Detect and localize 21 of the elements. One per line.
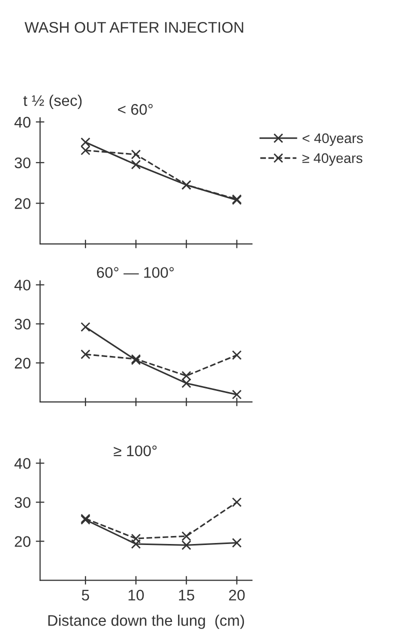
x-tick-label: 5 [82, 590, 90, 601]
x-axis-title: Distance down the lung (cm) [48, 614, 244, 629]
legend-label: < 40years [302, 133, 363, 146]
y-tick-label: 20 [14, 198, 30, 209]
y-tick-label: 40 [14, 280, 30, 291]
x-tick-label: 20 [229, 590, 245, 601]
y-tick-label: 30 [14, 157, 30, 168]
text: WASH OUT AFTER INJECTION [24, 22, 244, 33]
y-axis-title: t ½ (sec) [23, 94, 82, 110]
chart-title: ≥ 100° [114, 445, 157, 456]
legend-label: ≥ 40years [302, 153, 362, 166]
y-tick-label: 40 [14, 116, 30, 128]
y-tick-label: 20 [14, 536, 30, 547]
chart-title: < 60° [118, 104, 153, 115]
y-tick-label: 20 [14, 358, 30, 369]
y-tick-label: 30 [14, 318, 30, 330]
y-tick-label: 40 [14, 458, 30, 469]
x-tick-label: 10 [128, 590, 144, 601]
y-tick-label: 30 [14, 497, 30, 508]
x-tick-label: 15 [179, 590, 194, 601]
chart-title: 60° — 100° [96, 267, 174, 278]
